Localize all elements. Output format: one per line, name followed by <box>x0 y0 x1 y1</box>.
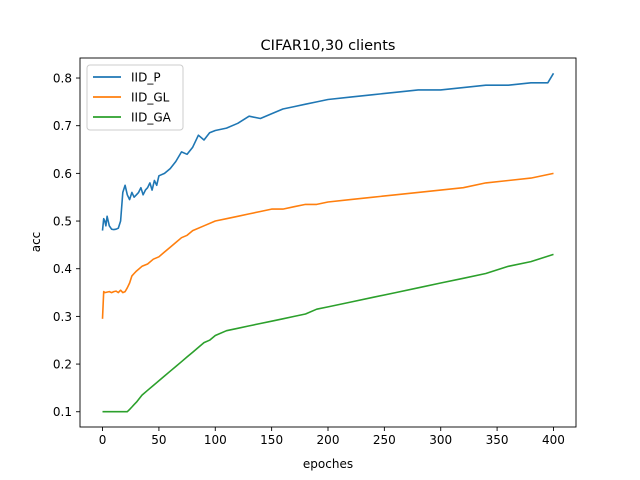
y-tick-label: 0.6 <box>53 167 72 181</box>
x-tick-label: 300 <box>429 433 452 447</box>
x-tick-label: 150 <box>260 433 283 447</box>
y-tick-label: 0.7 <box>53 119 72 133</box>
y-axis-label: acc <box>29 232 43 253</box>
chart-title: CIFAR10,30 clients <box>261 38 396 54</box>
legend-label-0: IID_P <box>131 71 161 85</box>
x-axis-label: epoches <box>303 457 353 471</box>
y-tick-label: 0.3 <box>53 310 72 324</box>
legend-box <box>86 64 184 131</box>
series-line-0 <box>101 72 555 231</box>
series-line-2 <box>102 253 554 413</box>
series-layer <box>101 72 555 413</box>
x-tick-label: 50 <box>151 433 166 447</box>
y-tick-label: 0.1 <box>53 405 72 419</box>
y-tick-label: 0.8 <box>53 72 72 86</box>
y-tick-label: 0.4 <box>53 262 72 276</box>
x-tick-label: 400 <box>542 433 565 447</box>
legend-label-2: IID_GA <box>131 111 172 125</box>
legend: IID_P IID_GL IID_GA <box>86 64 184 131</box>
series-line-1 <box>101 172 554 319</box>
x-tick-label: 0 <box>99 433 107 447</box>
x-tick-label: 350 <box>486 433 509 447</box>
axes-layer: 0 50 100 150 200 250 300 350 400 0.1 0.2 0.3 0.4 0.5 0… <box>53 57 577 447</box>
y-tick-label: 0.2 <box>53 358 72 372</box>
x-tick-label: 100 <box>204 433 227 447</box>
x-tick-label: 250 <box>373 433 396 447</box>
y-tick-label: 0.5 <box>53 215 72 229</box>
x-tick-label: 200 <box>317 433 340 447</box>
legend-label-1: IID_GL <box>131 91 170 105</box>
